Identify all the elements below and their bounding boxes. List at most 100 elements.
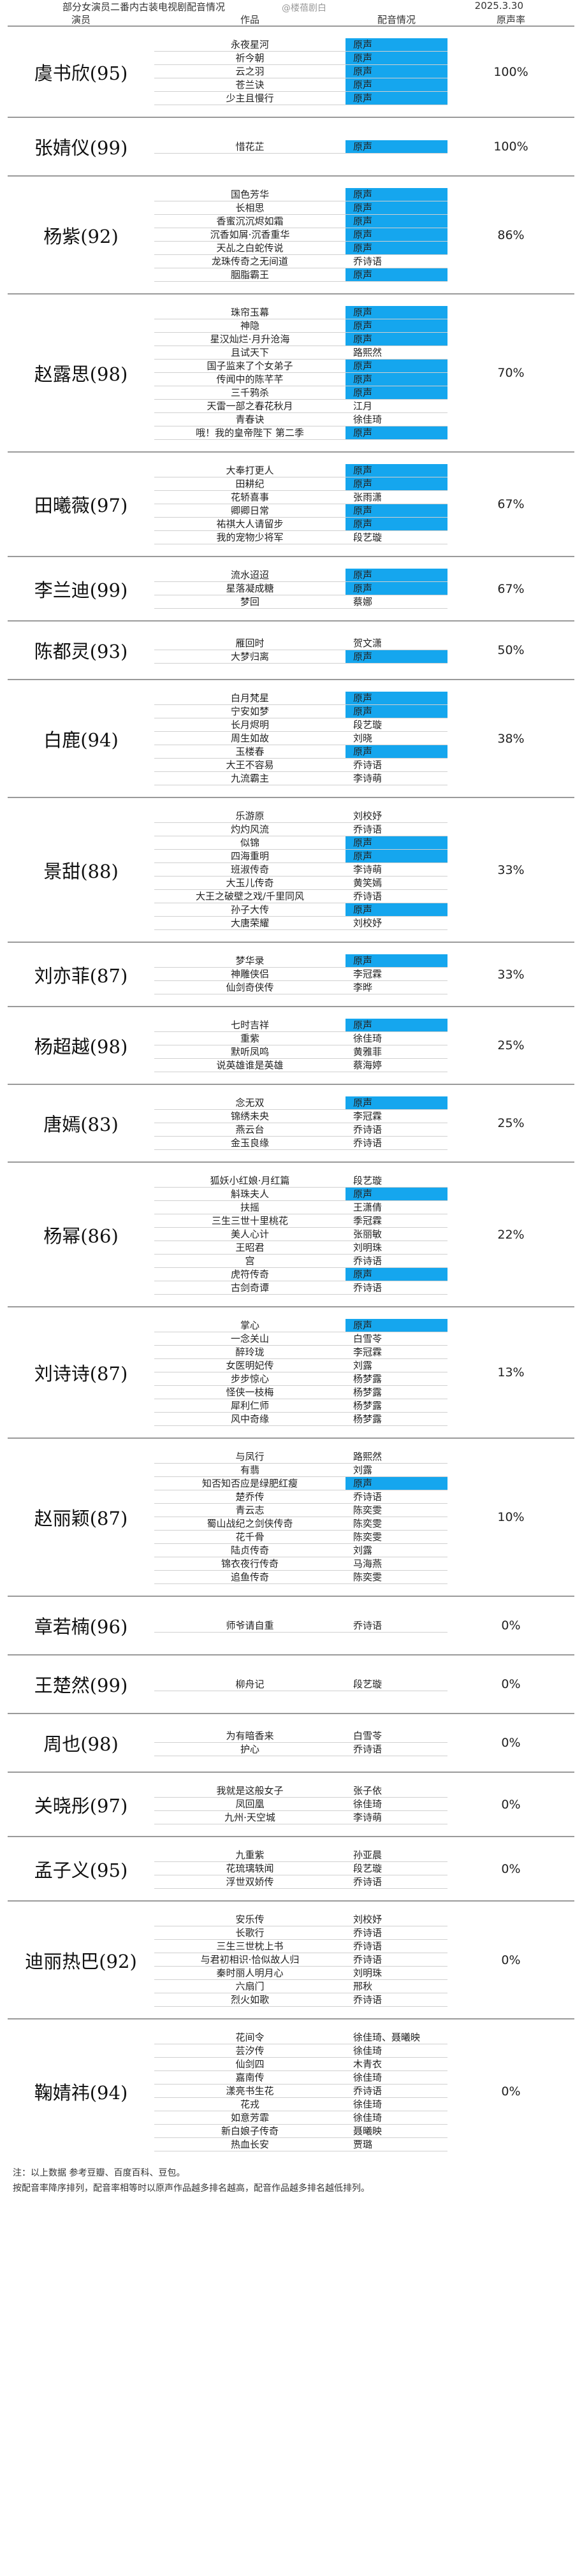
table-row: 玉楼春 原声 [154, 745, 447, 759]
work-list: 白月梵星 原声 宁安如梦 原声 长月烬明 段艺璇 周生如故 刘晓 玉楼春 原声 大王不容易 乔诗语 九流… [154, 680, 447, 797]
original-voice-cell: 原声 [346, 477, 447, 491]
original-voice-cell: 原声 [346, 140, 447, 154]
work-title: 九流霸主 [154, 772, 346, 785]
dubber-cell: 乔诗语 [346, 1137, 447, 1150]
dubber-cell: 黄笑嫣 [346, 877, 447, 890]
work-title: 青云志 [154, 1504, 346, 1517]
table-row: 神隐 原声 [154, 319, 447, 333]
table-row: 燕云台 乔诗语 [154, 1123, 447, 1137]
table-row: 沉香如屑·沉香重华 原声 [154, 228, 447, 242]
dubber-cell: 江月 [346, 400, 447, 413]
table-row: 天乩之白蛇传说 原声 [154, 242, 447, 255]
work-title: 胭脂霸王 [154, 268, 346, 282]
work-title: 为有暗香来 [154, 1729, 346, 1743]
original-voice-cell: 原声 [346, 373, 447, 386]
dubbing-table: 虞书欣(95) 永夜星河 原声 祈今朝 原声 云之羽 原声 苍兰诀 原声 少主且慢行 原声 100% 张… [8, 25, 574, 2163]
table-row: 星落凝成糖 原声 [154, 582, 447, 595]
original-voice-cell: 原声 [346, 954, 447, 968]
date-label: 2025.3.30 [474, 0, 523, 11]
work-list: 惜花芷 原声 [154, 118, 447, 175]
work-title: 三生三世十里桃花 [154, 1214, 346, 1228]
actor-group: 唐嫣(83) 念无双 原声 锦绣未央 李冠霖 燕云台 乔诗语 金玉良缘 乔诗语 25% [8, 1084, 574, 1161]
dubber-cell: 路熙然 [346, 346, 447, 360]
table-row: 追鱼传奇 陈奕雯 [154, 1571, 447, 1584]
table-row: 知否知否应是绿肥红瘦 原声 [154, 1477, 447, 1490]
work-title: 柳舟记 [154, 1678, 346, 1691]
original-voice-rate: 86% [497, 228, 525, 242]
actor-name: 迪丽热巴(92) [25, 1950, 137, 1972]
dubber-cell: 陈奕雯 [346, 1517, 447, 1531]
table-row: 嘉南传 徐佳琦 [154, 2071, 447, 2085]
dubber-cell: 乔诗语 [346, 1619, 447, 1633]
dubber-cell: 乔诗语 [346, 2085, 447, 2098]
work-title: 沉香如屑·沉香重华 [154, 228, 346, 242]
table-row: 孙子大传 原声 [154, 903, 447, 917]
original-voice-cell: 原声 [346, 333, 447, 346]
work-list: 念无双 原声 锦绣未央 李冠霖 燕云台 乔诗语 金玉良缘 乔诗语 [154, 1085, 447, 1161]
original-voice-cell: 原声 [346, 215, 447, 228]
work-list: 大奉打更人 原声 田耕纪 原声 花轿喜事 张雨潇 卿卿日常 原声 祐祺大人请留步 原声 我的宠物少将… [154, 453, 447, 556]
table-row: 胭脂霸王 原声 [154, 268, 447, 282]
dubber-cell: 李冠霖 [346, 1346, 447, 1359]
work-title: 孙子大传 [154, 903, 346, 917]
table-row: 凤回凰 徐佳琦 [154, 1798, 447, 1811]
table-row: 一念关山 白雪苓 [154, 1332, 447, 1346]
work-title: 仙剑奇侠传 [154, 981, 346, 994]
actor-name: 景甜(88) [43, 860, 119, 882]
table-row: 斛珠夫人 原声 [154, 1188, 447, 1201]
dubber-cell: 乔诗语 [346, 255, 447, 268]
actor-group: 赵露思(98) 珠帘玉幕 原声 神隐 原声 星汉灿烂·月升沧海 原声 且试天下 路熙然 国子监来了… [8, 293, 574, 451]
table-row: 流水迢迢 原声 [154, 569, 447, 582]
table-row: 长月烬明 段艺璇 [154, 718, 447, 732]
table-row: 芸汐传 徐佳琦 [154, 2044, 447, 2058]
table-row: 梦华录 原声 [154, 954, 447, 968]
dubber-cell: 刘校妤 [346, 1913, 447, 1926]
original-voice-cell: 原声 [346, 228, 447, 242]
table-row: 似锦 原声 [154, 836, 447, 850]
table-row: 三千鸦杀 原声 [154, 386, 447, 400]
column-header-dub: 配音情况 [377, 14, 416, 25]
work-title: 美人心计 [154, 1228, 346, 1241]
work-list: 乐游原 刘校妤 灼灼风流 乔诗语 似锦 原声 四海重明 原声 班淑传奇 李诗萌 大玉儿传奇 黄笑嫣 大王… [154, 798, 447, 942]
table-row: 田耕纪 原声 [154, 477, 447, 491]
work-title: 仙剑四 [154, 2058, 346, 2071]
table-row: 三生三世十里桃花 季冠霖 [154, 1214, 447, 1228]
table-row: 祐祺大人请留步 原声 [154, 518, 447, 531]
actor-name: 张婧仪(99) [34, 137, 128, 159]
work-list: 国色芳华 原声 长相思 原声 香蜜沉沉烬如霜 原声 沉香如屑·沉香重华 原声 天乩之白蛇传说 原声… [154, 177, 447, 293]
work-title: 风中奇缘 [154, 1413, 346, 1426]
work-list: 花间令 徐佳琦、聂曦映 芸汐传 徐佳琦 仙剑四 木青衣 嘉南传 徐佳琦 漾亮书生花 乔诗语 花戎 徐佳… [154, 2019, 447, 2163]
work-title: 安乐传 [154, 1913, 346, 1926]
table-row: 热血长安 贾璐 [154, 2138, 447, 2151]
table-row: 掌心 原声 [154, 1319, 447, 1332]
table-header: 部分女演员二番内古装电视剧配音情况 @楼蓓剧白 2025.3.30 演员 作品 … [8, 0, 574, 25]
actor-name: 唐嫣(83) [43, 1114, 119, 1135]
actor-group: 刘诗诗(87) 掌心 原声 一念关山 白雪苓 醉玲珑 李冠霖 女医明妃传 刘露 步步惊心 杨梦露 怪侠… [8, 1306, 574, 1437]
dubber-cell: 徐佳琦 [346, 1798, 447, 1811]
table-row: 烈火如歌 乔诗语 [154, 1993, 447, 2007]
table-row: 花戎 徐佳琦 [154, 2098, 447, 2111]
watermark: @楼蓓剧白 [282, 3, 326, 13]
dubber-cell: 刘露 [346, 1544, 447, 1557]
work-title: 大梦归离 [154, 650, 346, 664]
work-title: 星汉灿烂·月升沧海 [154, 333, 346, 346]
original-voice-rate: 13% [497, 1365, 525, 1379]
actor-group: 景甜(88) 乐游原 刘校妤 灼灼风流 乔诗语 似锦 原声 四海重明 原声 班淑传奇 李诗萌 大玉儿传… [8, 797, 574, 942]
work-title: 如意芳霏 [154, 2111, 346, 2125]
table-row: 国子监来了个女弟子 原声 [154, 360, 447, 373]
table-row: 醉玲珑 李冠霖 [154, 1346, 447, 1359]
dubber-cell: 孙亚晨 [346, 1849, 447, 1862]
work-list: 雁回时 贺文潇 大梦归离 原声 [154, 622, 447, 679]
dubber-cell: 刘校妤 [346, 810, 447, 823]
actor-name: 王楚然(99) [34, 1675, 128, 1696]
table-row: 班淑传奇 李诗萌 [154, 863, 447, 877]
footer-note-sorting: 按配音率降序排列，配音率相等时以原声作品越多排名越高，配音作品越多排名越低排列。 [13, 2183, 370, 2194]
table-row: 陆贞传奇 刘露 [154, 1544, 447, 1557]
dubber-cell: 张子依 [346, 1784, 447, 1798]
actor-name: 赵露思(98) [34, 363, 128, 385]
dubber-cell: 季冠霖 [346, 1214, 447, 1228]
dubber-cell: 马海燕 [346, 1557, 447, 1571]
work-title: 灼灼风流 [154, 823, 346, 836]
original-voice-rate: 33% [497, 862, 525, 877]
original-voice-cell: 原声 [346, 569, 447, 582]
